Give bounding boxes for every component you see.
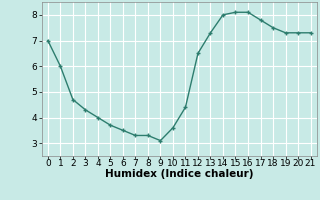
X-axis label: Humidex (Indice chaleur): Humidex (Indice chaleur) [105, 169, 253, 179]
